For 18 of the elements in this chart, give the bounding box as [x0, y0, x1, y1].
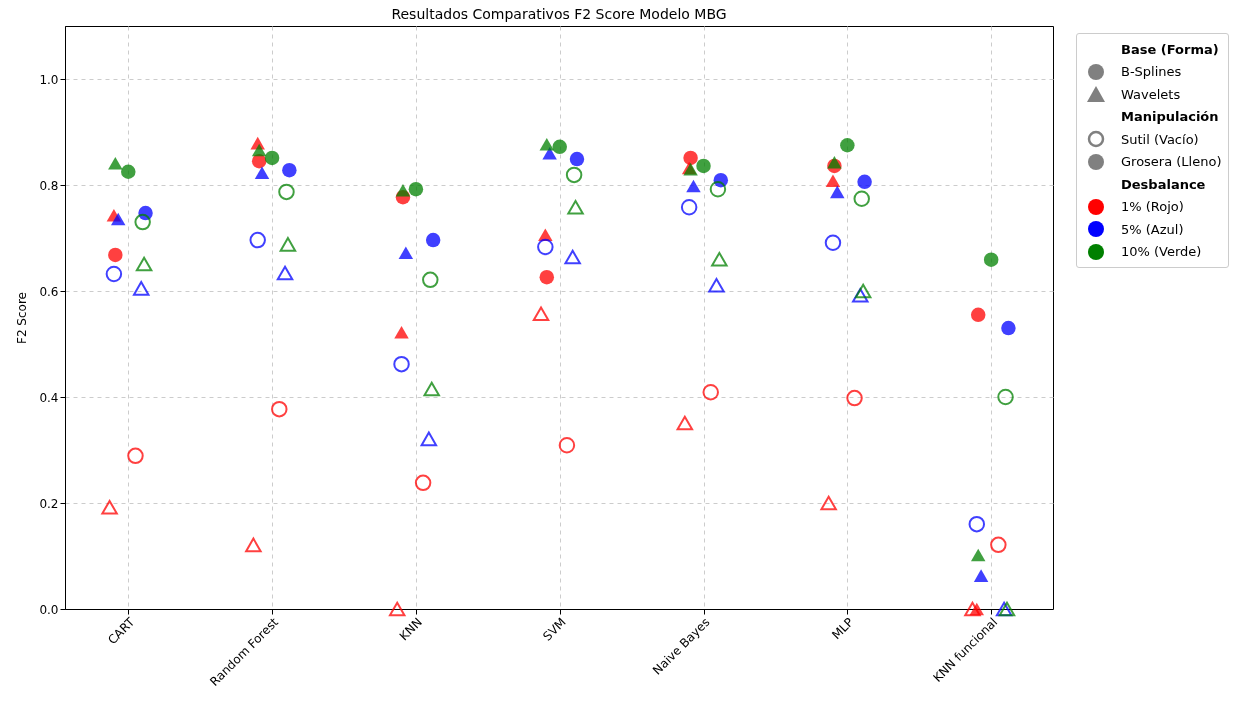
y-tick-label: 1.0 [39, 72, 59, 87]
y-tick-label: 0.0 [39, 602, 59, 617]
y-tick-label: 0.4 [39, 390, 59, 405]
text: Desbalance [1120, 176, 1206, 192]
text: Sutil (Vacío) [1121, 131, 1199, 147]
chart-title: Resultados Comparativos F2 Score Modelo MBG [391, 6, 727, 22]
text: Manipulación [1120, 109, 1219, 125]
text: 1% (Rojo) [1121, 199, 1184, 215]
y-axis-title: F2 Score [15, 292, 30, 344]
text: Base (Forma) [1120, 41, 1219, 57]
text: Wavelets [1121, 86, 1181, 102]
text: 5% (Azul) [1121, 221, 1184, 237]
y-tick-label: 0.8 [39, 178, 59, 193]
text: Grosera (Lleno) [1121, 154, 1222, 170]
y-tick-label: 0.2 [39, 496, 59, 511]
text: 10% (Verde) [1121, 244, 1202, 260]
text: B-Splines [1121, 64, 1182, 80]
y-tick-label: 0.6 [39, 284, 59, 299]
